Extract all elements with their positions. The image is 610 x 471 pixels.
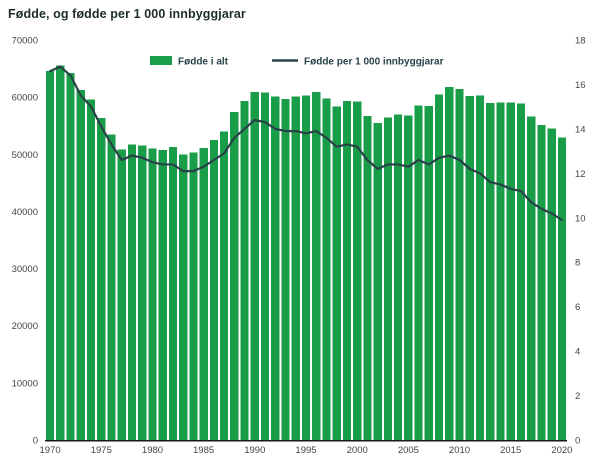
bar xyxy=(209,139,218,441)
bar xyxy=(394,114,403,440)
rate-line xyxy=(49,65,563,222)
bar xyxy=(158,150,167,440)
y-axis-left-label: 0 xyxy=(33,436,38,447)
bar xyxy=(404,115,413,441)
bar xyxy=(281,98,290,440)
bar xyxy=(56,65,65,441)
bar xyxy=(189,152,198,440)
y-axis-left-label: 60000 xyxy=(12,93,38,104)
bar xyxy=(271,96,280,441)
births-chart-canvas: 0 10000 20000 30000 40000 50000 60000 70000 0 2 4 6… xyxy=(12,36,586,457)
y-axis-right-label: 18 xyxy=(575,36,586,47)
y-axis-left-label: 70000 xyxy=(12,36,38,47)
bar xyxy=(230,112,239,441)
y-axis-right-label: 6 xyxy=(575,302,580,313)
legend-label-rate: Fødde per 1 000 innbyggjarar xyxy=(304,57,444,68)
bar xyxy=(363,116,372,441)
bar xyxy=(127,144,137,440)
y-axis-left-label: 30000 xyxy=(12,264,38,275)
bar xyxy=(220,131,229,440)
y-axis-right-label: 12 xyxy=(575,169,586,180)
x-axis-label: 1995 xyxy=(295,445,316,456)
bar xyxy=(383,117,392,440)
y-axis-right-label: 2 xyxy=(575,391,580,402)
legend: Fødde i alt Fødde per 1 000 innbyggjarar xyxy=(150,56,444,68)
y-axis-left: 0 10000 20000 30000 40000 50000 60000 70000 xyxy=(12,36,38,447)
bar xyxy=(291,96,300,441)
y-axis-right: 0 2 4 6 8 10 12 14 16 18 xyxy=(575,36,586,447)
chart-title: Fødde, og fødde per 1 000 innbyggjarar xyxy=(8,7,246,21)
bar xyxy=(46,71,55,440)
bar xyxy=(373,123,382,440)
legend-swatch-births xyxy=(150,56,172,65)
bar xyxy=(353,101,362,441)
bar xyxy=(260,92,270,440)
bar xyxy=(250,91,259,440)
x-axis-label: 2000 xyxy=(347,445,368,456)
bar xyxy=(424,105,433,440)
bar xyxy=(537,125,546,440)
bar xyxy=(138,145,147,440)
bar xyxy=(496,102,505,440)
y-axis-right-label: 10 xyxy=(575,213,586,224)
bar xyxy=(168,147,178,441)
x-axis-label: 2005 xyxy=(398,445,419,456)
bar xyxy=(506,102,515,440)
bar xyxy=(117,149,126,440)
bars-series xyxy=(46,65,566,441)
bar xyxy=(199,147,208,440)
x-axis: 1970 1975 1980 1985 1990 1995 2000 2005 2010 2015… xyxy=(40,445,573,456)
x-axis-label: 1975 xyxy=(91,445,112,456)
bar xyxy=(516,103,526,441)
x-axis-label: 1985 xyxy=(193,445,214,456)
x-axis-label: 2015 xyxy=(500,445,521,456)
y-axis-left-label: 10000 xyxy=(12,378,38,389)
bar xyxy=(240,101,249,440)
legend-label-births: Fødde i alt xyxy=(178,57,229,68)
x-axis-label: 2010 xyxy=(449,445,470,456)
bar xyxy=(66,72,75,441)
bar xyxy=(301,95,311,440)
x-axis-label: 1970 xyxy=(40,445,61,456)
bar xyxy=(148,148,157,440)
x-axis-label: 1980 xyxy=(142,445,163,456)
bar xyxy=(179,154,188,440)
bar xyxy=(342,101,352,441)
y-axis-right-label: 0 xyxy=(575,436,580,447)
bar xyxy=(465,95,474,440)
bar xyxy=(107,134,116,440)
bar xyxy=(486,102,495,440)
bar xyxy=(76,90,85,441)
bar xyxy=(86,99,96,440)
y-axis-left-label: 50000 xyxy=(12,150,38,161)
y-axis-left-label: 40000 xyxy=(12,207,38,218)
bar xyxy=(97,118,106,440)
y-axis-right-label: 16 xyxy=(575,80,586,91)
bar xyxy=(312,91,321,440)
y-axis-left-label: 20000 xyxy=(12,321,38,332)
bar xyxy=(332,106,341,440)
x-axis-label: 2020 xyxy=(551,445,572,456)
bar xyxy=(547,128,556,440)
bar xyxy=(527,116,536,440)
bar xyxy=(445,86,454,440)
bar xyxy=(557,137,566,440)
y-axis-right-label: 8 xyxy=(575,258,580,269)
y-axis-right-label: 4 xyxy=(575,347,580,358)
bar xyxy=(434,94,444,441)
bar xyxy=(414,105,423,441)
y-axis-right-label: 14 xyxy=(575,124,586,135)
bar xyxy=(455,88,464,441)
bar xyxy=(322,98,331,440)
bar xyxy=(475,95,485,440)
x-axis-label: 1990 xyxy=(244,445,265,456)
